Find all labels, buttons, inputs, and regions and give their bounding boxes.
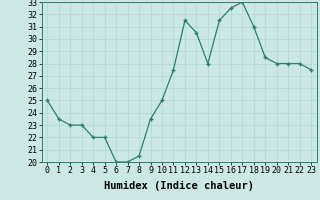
X-axis label: Humidex (Indice chaleur): Humidex (Indice chaleur)	[104, 181, 254, 191]
